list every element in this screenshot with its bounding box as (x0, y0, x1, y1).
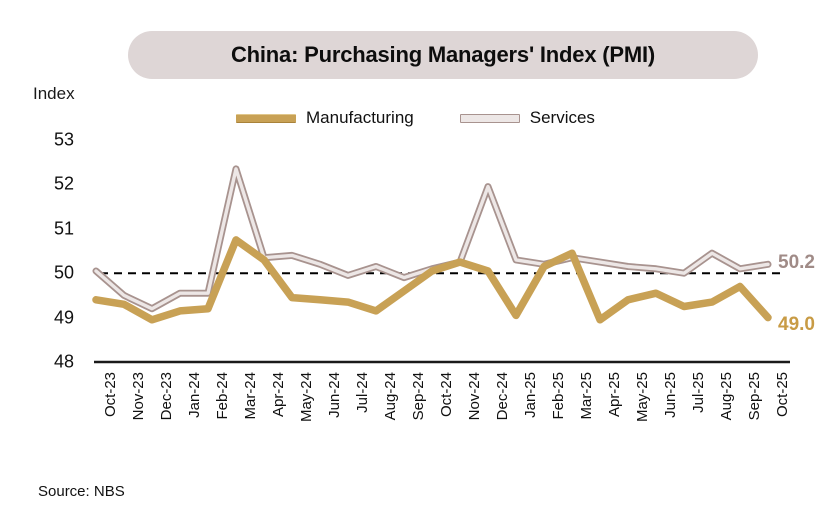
source-note: Source: NBS (38, 483, 125, 500)
services-line-outer (92, 165, 772, 313)
x-tick-mar-25: Mar-25 (578, 372, 595, 420)
x-tick-sep-24: Sep-24 (410, 372, 427, 421)
manufacturing-line-swatch-icon (236, 113, 296, 123)
x-tick-feb-25: Feb-25 (550, 372, 567, 420)
x-tick-may-25: May-25 (634, 372, 651, 423)
x-tick-jul-24: Jul-24 (354, 372, 371, 413)
x-tick-dec-24: Dec-24 (494, 372, 511, 421)
y-tick-48: 48 (53, 351, 74, 372)
y-axis-unit-label: Index (33, 84, 75, 103)
y-tick-51: 51 (53, 218, 74, 239)
x-tick-oct-24: Oct-24 (438, 372, 455, 418)
x-tick-mar-24: Mar-24 (242, 372, 259, 420)
end-value-label-manufacturing: 49.0 (778, 313, 815, 335)
x-tick-aug-24: Aug-24 (382, 372, 399, 421)
x-tick-nov-24: Nov-24 (466, 372, 483, 421)
x-tick-oct-23: Oct-23 (102, 372, 119, 418)
x-tick-jan-25: Jan-25 (522, 372, 539, 418)
x-tick-jun-24: Jun-24 (326, 372, 343, 418)
services-line-swatch-icon (459, 113, 520, 123)
legend-item-services[interactable]: Services (459, 108, 595, 128)
legend-label-manufacturing: Manufacturing (306, 108, 414, 127)
x-tick-may-24: May-24 (298, 372, 315, 423)
page-title: China: Purchasing Managers' Index (PMI) (230, 42, 656, 67)
series-line-manufacturing (92, 236, 772, 324)
legend-item-manufacturing[interactable]: Manufacturing (236, 108, 414, 128)
chart-title-banner: China: Purchasing Managers' Index (PMI) (128, 31, 758, 79)
y-tick-52: 52 (53, 173, 74, 194)
x-tick-aug-25: Aug-25 (718, 372, 735, 421)
x-tick-feb-24: Feb-24 (214, 372, 231, 420)
x-tick-nov-23: Nov-23 (130, 372, 147, 421)
x-tick-dec-23: Dec-23 (158, 372, 175, 421)
x-tick-apr-25: Apr-25 (606, 372, 623, 418)
x-tick-jun-25: Jun-25 (662, 372, 679, 418)
chart-legend: Manufacturing Services (236, 108, 595, 128)
y-tick-49: 49 (53, 307, 74, 328)
legend-label-services: Services (529, 108, 595, 127)
y-tick-53: 53 (53, 129, 74, 150)
x-tick-jul-25: Jul-25 (690, 372, 707, 413)
x-tick-sep-25: Sep-25 (746, 372, 763, 421)
y-tick-50: 50 (53, 262, 74, 283)
manufacturing-line (92, 236, 772, 324)
end-value-label-services: 50.2 (778, 252, 815, 274)
x-tick-apr-24: Apr-24 (270, 372, 287, 418)
series-line-services (92, 165, 772, 313)
x-tick-oct-25: Oct-25 (774, 372, 791, 418)
services-line-inner (94, 167, 770, 311)
x-tick-jan-24: Jan-24 (186, 372, 203, 418)
